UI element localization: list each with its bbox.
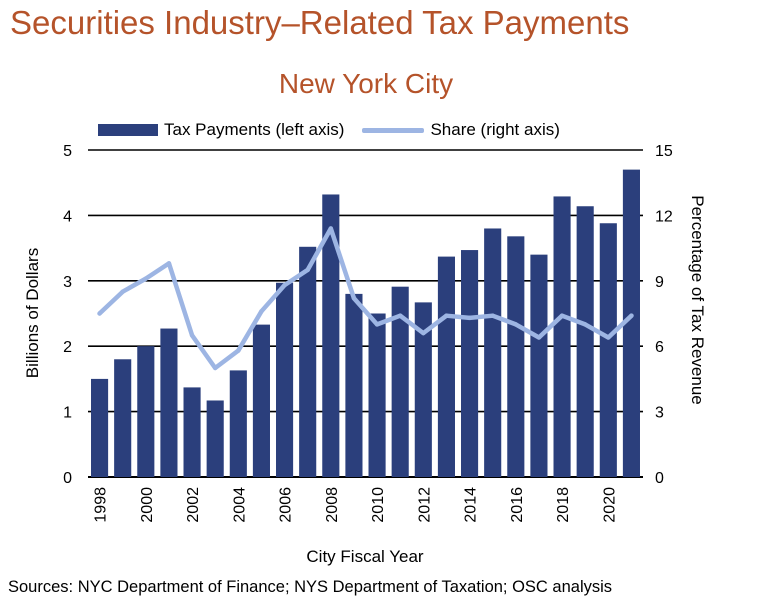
bar-2001 — [160, 328, 178, 477]
share-point-2010 — [374, 322, 380, 327]
share-point-2020 — [606, 335, 611, 340]
bar-2017 — [530, 254, 548, 477]
bar-2018 — [553, 196, 571, 477]
share-point-2009 — [351, 296, 357, 301]
x-axis-ticks: 1998 2000 2002 2004 2006 2008 2010 2012 2014 2016… — [93, 487, 619, 523]
legend: Tax Payments (left axis) Share (right ax… — [98, 118, 560, 142]
bar-2009 — [345, 293, 363, 477]
x-tick-label: 2006 — [278, 487, 295, 523]
left-axis-title: Billions of Dollars — [23, 248, 42, 378]
right-axis-title: Percentage of Tax Revenue — [688, 195, 707, 405]
left-tick-label: 2 — [63, 339, 72, 356]
x-tick-label: 2000 — [139, 487, 156, 523]
share-point-2007 — [305, 267, 310, 273]
share-point-2002 — [189, 333, 195, 338]
left-tick-label: 5 — [63, 143, 72, 160]
bar-2013 — [437, 256, 455, 477]
bar-2003 — [206, 400, 224, 477]
x-tick-label: 2012 — [416, 487, 433, 523]
x-tick-label: 2020 — [601, 487, 618, 523]
legend-label-tax-payments: Tax Payments (left axis) — [164, 120, 345, 139]
x-tick-label: 2008 — [324, 487, 341, 523]
bar-2005 — [252, 324, 270, 477]
bar-2010 — [368, 313, 386, 477]
left-tick-label: 0 — [63, 470, 72, 487]
right-tick-label: 12 — [655, 208, 673, 225]
right-tick-label: 3 — [655, 405, 664, 422]
share-point-2021 — [629, 313, 634, 318]
share-point-2006 — [282, 282, 287, 288]
bar-2004 — [229, 370, 247, 477]
share-point-2011 — [397, 313, 403, 318]
bar-2011 — [391, 286, 409, 477]
left-axis-ticks: 0 1 2 3 4 5 — [63, 143, 72, 487]
legend-label-share: Share (right axis) — [430, 120, 560, 139]
share-point-2016 — [513, 322, 519, 327]
bar-1999 — [114, 359, 132, 477]
bar-2012 — [414, 302, 432, 477]
left-tick-label: 4 — [63, 208, 72, 225]
bar-2006 — [276, 282, 294, 477]
share-point-2018 — [559, 313, 565, 318]
line-series — [97, 226, 634, 371]
chart-subtitle: New York City — [278, 68, 454, 99]
legend-swatch-bar — [98, 124, 158, 136]
gridlines — [88, 149, 643, 478]
x-tick-label: 2010 — [370, 487, 387, 523]
share-point-1999 — [120, 289, 125, 294]
left-tick-label: 3 — [63, 274, 72, 291]
share-point-2017 — [536, 335, 542, 340]
right-tick-label: 15 — [655, 143, 673, 160]
share-point-2014 — [467, 315, 472, 321]
x-axis-title: City Fiscal Year — [306, 547, 423, 566]
share-point-2000 — [143, 276, 149, 281]
bar-2002 — [183, 387, 201, 477]
bar-2008 — [322, 194, 340, 478]
x-tick-label: 2018 — [555, 487, 572, 523]
share-point-2015 — [490, 313, 495, 318]
x-tick-label: 2004 — [231, 487, 248, 523]
share-point-2012 — [421, 330, 426, 336]
legend-item-share: Share (right axis) — [362, 120, 560, 140]
share-point-2001 — [166, 261, 172, 266]
share-point-2004 — [236, 348, 241, 353]
bar-2020 — [599, 223, 617, 477]
bar-2014 — [461, 250, 479, 477]
x-tick-label: 1998 — [93, 487, 110, 523]
share-point-2008 — [328, 226, 334, 231]
bar-2015 — [484, 228, 502, 477]
bar-2007 — [299, 246, 317, 477]
legend-item-tax-payments: Tax Payments (left axis) — [98, 120, 344, 140]
bar-2021 — [622, 169, 640, 477]
x-tick-label: 2016 — [509, 487, 526, 523]
right-axis-ticks: 0 3 6 9 12 15 — [655, 143, 673, 487]
share-point-2019 — [582, 322, 588, 327]
chart-title: Securities Industry–Related Tax Payments — [10, 4, 630, 41]
share-line — [97, 226, 634, 371]
x-tick-label: 2002 — [185, 487, 202, 523]
right-tick-label: 9 — [655, 274, 664, 291]
right-tick-label: 6 — [655, 339, 664, 356]
left-tick-label: 1 — [63, 405, 72, 422]
bar-series — [91, 169, 640, 478]
share-point-2005 — [259, 309, 264, 314]
x-tick-label: 2014 — [463, 487, 480, 523]
bar-2000 — [137, 346, 155, 477]
bar-1998 — [91, 378, 109, 477]
bar-2016 — [507, 236, 525, 477]
share-point-2003 — [212, 365, 218, 371]
share-point-2013 — [444, 313, 449, 318]
bar-2019 — [576, 206, 594, 477]
right-tick-label: 0 — [655, 470, 664, 487]
share-point-1998 — [97, 311, 102, 316]
legend-swatch-line — [362, 127, 425, 133]
source-note: Sources: NYC Department of Finance; NYS … — [8, 578, 613, 596]
